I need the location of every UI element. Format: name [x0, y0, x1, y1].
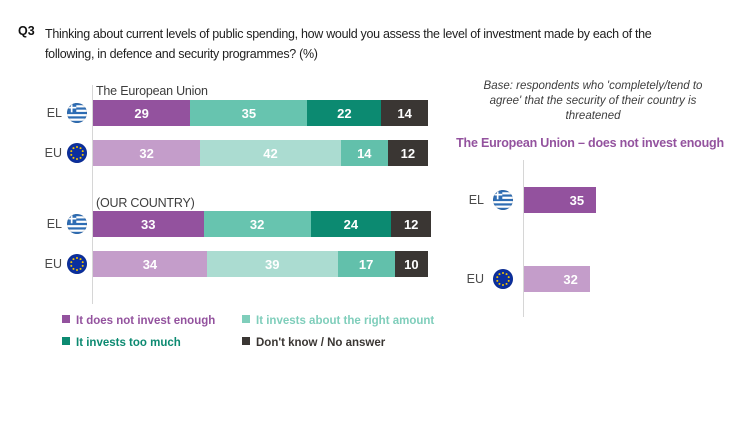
question-code: Q3: [18, 24, 35, 38]
bar: 35: [524, 187, 597, 213]
right-chart-axis-line: [523, 160, 524, 317]
greece-flag-icon: [67, 214, 87, 234]
legend-swatch: [62, 337, 70, 345]
legend-item: It does not invest enough: [62, 315, 215, 327]
left-chart-axis-line: [92, 85, 93, 304]
row-label: EL: [468, 193, 484, 207]
bar-segment: 22: [307, 100, 382, 126]
eu-flag-icon: [493, 269, 513, 289]
base-note: Base: respondents who 'completely/tend t…: [483, 80, 703, 122]
legend-label: Don't know / No answer: [256, 337, 386, 349]
row-label: EU: [44, 257, 62, 271]
bar-value-label: 32: [249, 216, 265, 232]
bar-value-label: 39: [265, 256, 280, 272]
bar-segment: 24: [310, 211, 392, 237]
bar-value-label: 35: [569, 192, 585, 208]
stacked-bar: 34 39 17 10: [93, 251, 429, 277]
legend-item: It invests about the right amount: [242, 315, 434, 327]
stacked-bar-row-eu: EU 32 42 14 12: [0, 140, 741, 166]
row-label: EL: [46, 217, 62, 231]
stacked-bar: 29 35 22 14: [93, 100, 429, 126]
bar-value-label: 32: [563, 271, 578, 287]
bar-value-label: 32: [139, 145, 154, 161]
stacked-bar-row-el: EL 33 32 24 12: [0, 211, 741, 237]
bar-value-label: 29: [134, 105, 149, 121]
legend-label: It does not invest enough: [76, 315, 216, 327]
eu-flag-icon: [67, 254, 87, 274]
legend-label: It invests about the right amount: [256, 315, 435, 327]
row-label: EU: [466, 272, 484, 286]
question-text: Thinking about current levels of public …: [45, 27, 652, 61]
eu-flag-icon: [67, 143, 87, 163]
bar: 32: [524, 266, 590, 292]
bar-value-label: 22: [337, 105, 352, 121]
bar-value-label: 10: [404, 256, 419, 272]
greece-flag-icon: [493, 190, 513, 210]
legend-swatch: [242, 337, 250, 345]
bar-value-label: 14: [357, 145, 372, 161]
bar-value-label: 12: [400, 145, 416, 161]
bar-segment: 10: [394, 251, 429, 277]
legend-item: Don't know / No answer: [242, 337, 385, 349]
bar-segment: 33: [93, 211, 204, 237]
legend-item: It invests too much: [62, 337, 181, 349]
group-title-european-union: The European Union: [96, 84, 208, 98]
row-label: EL: [46, 106, 62, 120]
bar-value-label: 17: [358, 256, 374, 272]
bar-value-label: 42: [263, 145, 278, 161]
stacked-bar: 33 32 24 12: [93, 211, 432, 237]
bar-segment: 14: [340, 140, 388, 166]
bar-value-label: 12: [403, 216, 419, 232]
row-label: EU: [44, 146, 62, 160]
stacked-bar-row-eu: EU 34 39 17 10: [0, 251, 741, 277]
bar-segment: 35: [190, 100, 308, 126]
bar-segment: 32: [203, 211, 311, 237]
bar-value-label: 33: [141, 216, 156, 232]
bar-segment: 29: [93, 100, 191, 126]
bar-segment: 34: [93, 251, 207, 277]
bar-segment: 39: [206, 251, 338, 277]
right-chart-title: The European Union – does not invest eno…: [456, 136, 724, 150]
group-title-our-country: (OUR COUNTRY): [96, 196, 195, 210]
legend-swatch: [242, 315, 250, 323]
greece-flag-icon: [67, 103, 87, 123]
stacked-bar: 32 42 14 12: [93, 140, 428, 166]
bar-value-label: 24: [343, 216, 359, 232]
bar-segment: 14: [381, 100, 429, 126]
bar-segment: 12: [387, 140, 428, 166]
legend-swatch: [62, 315, 70, 323]
bar-row-eu: EU 32: [0, 266, 741, 292]
bar-value-label: 14: [397, 105, 412, 121]
bar-segment: 32: [93, 140, 201, 166]
stacked-bar-row-el: EL 29 35 22 14: [0, 100, 741, 126]
bar-value-label: 34: [142, 256, 158, 272]
bar-row-el: EL 35: [0, 187, 741, 213]
bar-segment: 12: [391, 211, 432, 237]
legend-label: It invests too much: [76, 337, 181, 349]
bar-segment: 17: [337, 251, 395, 277]
bar-segment: 42: [200, 140, 341, 166]
bar-value-label: 35: [241, 105, 257, 121]
